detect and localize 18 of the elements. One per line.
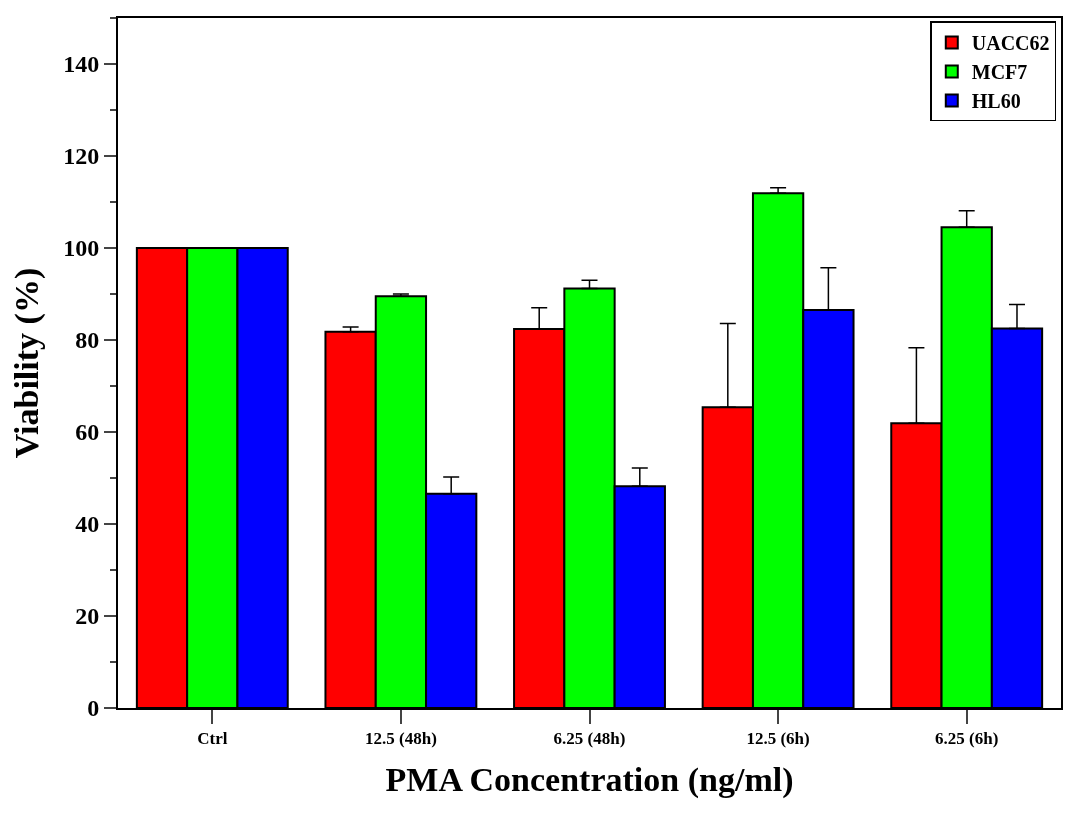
x-tick-label: 6.25 (6h) xyxy=(935,729,999,749)
legend-label: HL60 xyxy=(971,90,1021,113)
y-tick-label: 100 xyxy=(63,235,100,262)
legend-label: UACC62 xyxy=(971,32,1050,55)
x-tick-label: 12.5 (48h) xyxy=(365,729,437,749)
y-axis-title: Viability (%) xyxy=(8,267,47,459)
x-axis-title: PMA Concentration (ng/ml) xyxy=(385,761,794,800)
y-tick-label: 60 xyxy=(75,419,100,446)
y-tick-label: 40 xyxy=(75,511,100,538)
legend-label: MCF7 xyxy=(971,61,1028,84)
x-tick-label: Ctrl xyxy=(197,729,228,749)
x-tick-label: 6.25 (48h) xyxy=(553,729,626,749)
y-tick-label: 20 xyxy=(75,603,100,630)
x-tick-label: 12.5 (6h) xyxy=(746,729,810,749)
y-tick-label: 140 xyxy=(63,51,100,78)
y-tick-label: 80 xyxy=(75,327,100,354)
y-tick-label: 120 xyxy=(63,143,100,170)
y-tick-label: 0 xyxy=(87,695,100,722)
